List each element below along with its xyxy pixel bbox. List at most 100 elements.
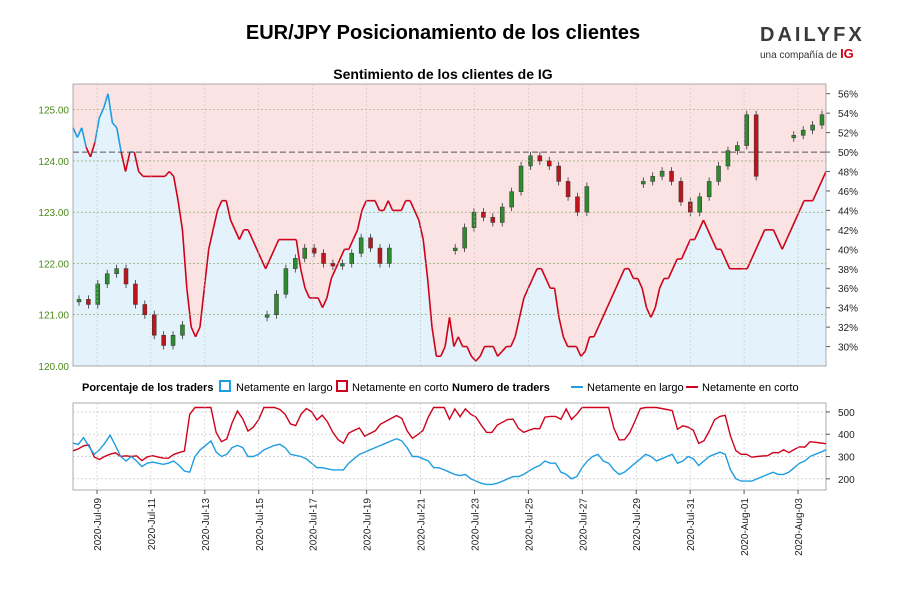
candle-body [528, 155, 533, 167]
sentiment-segment [518, 297, 525, 318]
sentiment-segment [746, 258, 753, 270]
sentiment-segment [207, 229, 214, 250]
sentiment-segment [76, 127, 83, 138]
sentiment-segment [711, 239, 718, 250]
sentiment-segment [597, 317, 604, 328]
sentiment-segment [720, 248, 727, 260]
candle-body [688, 201, 693, 213]
pct-tick-label: 50% [838, 148, 858, 159]
candle-body [133, 283, 138, 305]
sentiment-segment [759, 229, 766, 240]
chart-subtitle: Sentimiento de los clientes de IG [333, 66, 553, 82]
sentiment-segment [190, 326, 197, 338]
sentiment-segment [317, 297, 324, 308]
sentiment-segment [256, 248, 262, 260]
legend-pct-short-swatch [336, 380, 348, 392]
sentiment-segment [111, 122, 118, 129]
sentiment-segment [334, 258, 341, 270]
candle-body [264, 314, 270, 318]
sentiment-segment [273, 239, 280, 250]
traders-tick-label: 300 [838, 453, 855, 464]
sentiment-segment [186, 288, 192, 328]
lower-frame [72, 402, 827, 491]
sentiment-segment [234, 229, 241, 240]
sentiment-segment [164, 170, 170, 177]
legend-pct-long: Netamente en largo [236, 382, 333, 394]
legend-num-short: Netamente en corto [702, 382, 799, 394]
sentiment-segment [361, 200, 368, 211]
sentiment-segment [531, 268, 538, 279]
x-tick-label: 2020-Aug-01 [740, 498, 751, 556]
sentiment-segment [172, 176, 179, 201]
candle-body [565, 181, 571, 198]
sentiment-segment [672, 258, 678, 270]
price-tick-label: 124.00 [38, 157, 69, 168]
candle-body [86, 299, 91, 305]
main-frame [72, 83, 827, 367]
candle-body [753, 114, 759, 177]
candle-body [368, 237, 373, 249]
pct-tick-label: 44% [838, 206, 858, 217]
sentiment-segment [667, 268, 674, 279]
candle-body [95, 283, 101, 305]
sentiment-segment [584, 336, 591, 352]
candle-body [180, 324, 185, 336]
candle-body [302, 247, 307, 259]
sentiment-segment [348, 239, 354, 250]
x-tick-label: 2020-Jul-29 [632, 498, 643, 551]
sentiment-segment [444, 317, 451, 347]
legend-pct-short: Netamente en corto [352, 382, 449, 394]
pct-tick-label: 30% [838, 343, 858, 354]
candle-body [547, 160, 552, 167]
sentiment-segment [247, 229, 254, 240]
candle-body [123, 268, 129, 285]
sentiment-segment [693, 229, 700, 240]
candle-body [452, 247, 458, 251]
x-tick-label: 2020-Jul-21 [417, 498, 428, 551]
sentiment-segment [628, 268, 635, 279]
sentiment-segment [251, 239, 258, 250]
sentiment-segment [501, 346, 508, 352]
pct-tick-label: 54% [838, 109, 858, 120]
candle-body [819, 114, 825, 126]
sentiment-segment [641, 288, 648, 308]
sentiment-segment [238, 229, 245, 240]
sentiment-segment [601, 307, 608, 318]
x-tick-label: 2020-Jul-11 [147, 498, 158, 551]
sentiment-segment [619, 268, 626, 279]
candle-body [283, 268, 289, 295]
candle-body [556, 165, 561, 182]
candle-body [274, 293, 279, 315]
candle-body [735, 145, 740, 151]
sentiment-segment [777, 239, 783, 250]
sentiment-segment [790, 219, 797, 231]
sentiment-segment [124, 151, 131, 172]
sentiment-segment [492, 346, 499, 357]
traders-tick-label: 200 [838, 475, 855, 486]
sentiment-segment [466, 346, 473, 357]
sentiment-segment [470, 355, 477, 362]
candle-body [509, 191, 514, 208]
sentiment-segment [448, 317, 455, 347]
sentiment-segment [610, 287, 617, 299]
sentiment-segment [440, 346, 446, 357]
pct-tick-label: 56% [838, 90, 858, 101]
candle-body [584, 186, 590, 213]
sentiment-segment [177, 200, 184, 230]
sentiment-segment [527, 278, 534, 289]
sentiment-segment [356, 210, 363, 231]
candle-body [161, 334, 166, 346]
sentiment-segment [409, 200, 416, 211]
candle-body [358, 237, 364, 254]
x-tick-label: 2020-Aug-03 [794, 498, 805, 556]
candle-body [321, 252, 326, 264]
sentiment-segment [133, 151, 140, 172]
sentiment-segment [812, 190, 818, 202]
chart-title: EUR/JPY Posicionamiento de los clientes [245, 22, 641, 44]
sentiment-segment [168, 170, 175, 177]
price-tick-label: 123.00 [38, 208, 69, 219]
candle-body [471, 211, 477, 228]
sentiment-segment [260, 258, 267, 270]
price-tick-label: 122.00 [38, 259, 69, 270]
pct-tick-label: 38% [838, 265, 858, 276]
